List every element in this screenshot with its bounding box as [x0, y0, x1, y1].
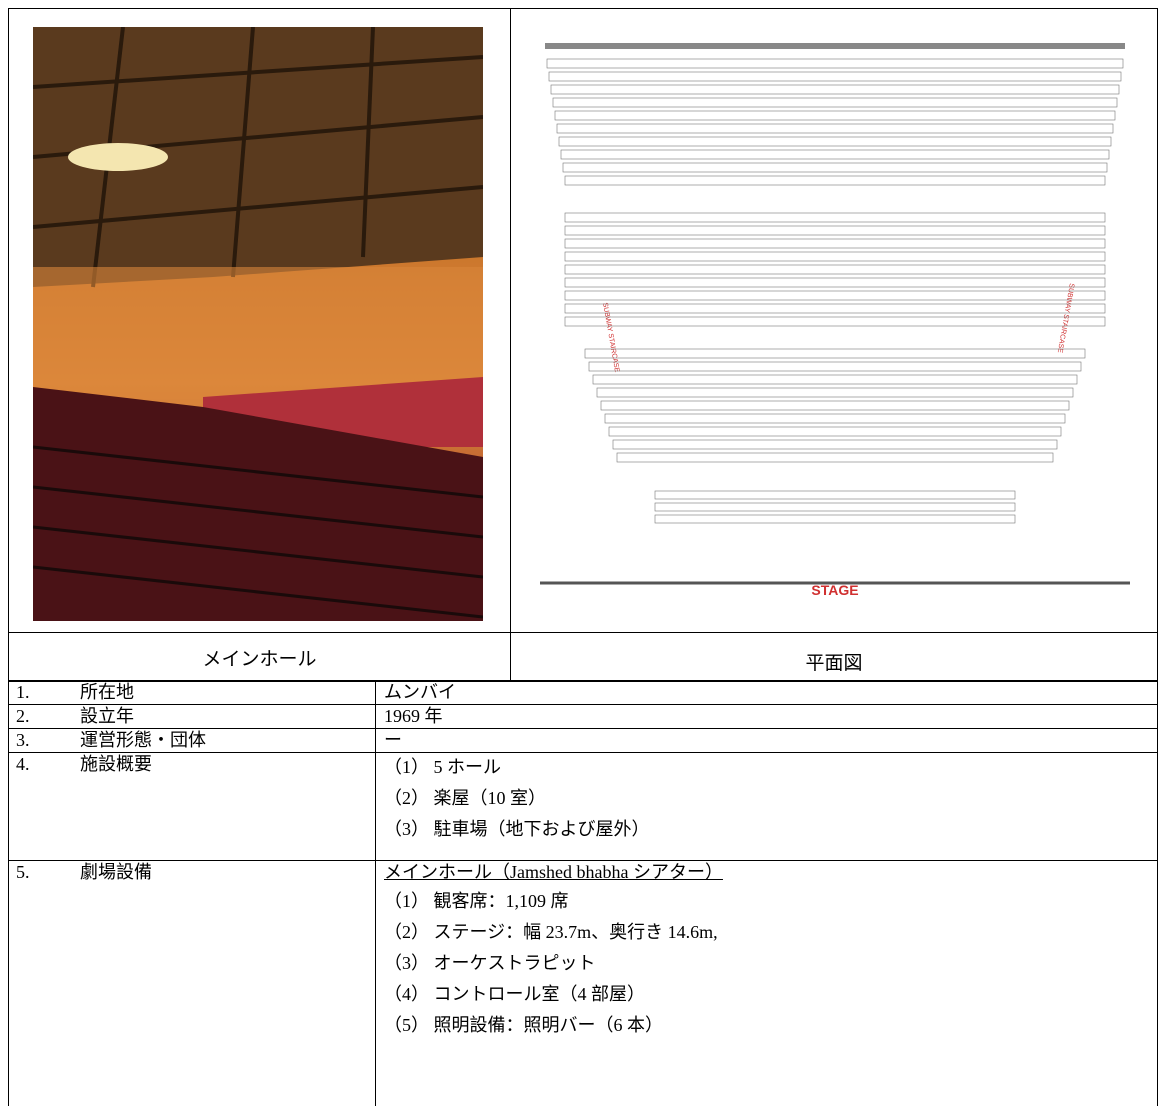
detail-line: （3） オーケストラピット	[384, 953, 596, 973]
seat-row	[592, 374, 1078, 385]
photo-cell	[8, 8, 511, 633]
hall-photo	[33, 27, 483, 621]
table-cell	[8, 680, 376, 705]
seat-row	[550, 84, 1120, 95]
seat-row	[560, 149, 1110, 160]
table-cell	[375, 680, 1158, 705]
row-label: 施設概要	[80, 754, 152, 774]
row-number: 1.	[16, 682, 30, 702]
seat-row	[588, 361, 1082, 372]
row-label: 劇場設備	[80, 862, 152, 882]
section-heading: メインホール（Jamshed bhabha シアター）	[384, 862, 723, 882]
seat-row	[546, 58, 1124, 69]
seat-row	[564, 251, 1106, 262]
detail-line: （2） ステージ：幅 23.7m、奥行き 14.6m,	[384, 922, 718, 942]
row-label: 設立年	[80, 706, 134, 726]
seat-row	[554, 110, 1116, 121]
seat-row	[564, 264, 1106, 275]
stage-label: STAGE	[811, 582, 858, 598]
seat-row	[564, 316, 1106, 327]
detail-line: ムンバイ	[384, 682, 456, 702]
detail-line: （5） 照明設備：照明バー（6 本）	[384, 1015, 663, 1035]
row-number: 5.	[16, 862, 30, 882]
table-cell	[8, 704, 376, 729]
seat-row	[556, 123, 1114, 134]
seat-row	[654, 490, 1016, 500]
detail-line: （1） 5 ホール	[384, 757, 501, 777]
seat-row	[564, 225, 1106, 236]
seat-row	[564, 277, 1106, 288]
detail-line: ー	[384, 730, 402, 750]
row-label: 運営形態・団体	[80, 730, 206, 750]
seat-row	[564, 238, 1106, 249]
detail-line: （1） 観客席：1,109 席	[384, 891, 569, 911]
seat-row	[612, 439, 1058, 450]
plan-cell: STAGE SUBWAY STAIRCASE SUBWAY STAIRCASE	[510, 8, 1158, 633]
row-label: 所在地	[80, 682, 134, 702]
row-number: 2.	[16, 706, 30, 726]
staircase-label: SUBWAY STAIRCASE	[1056, 283, 1075, 354]
table-cell	[375, 704, 1158, 729]
detail-line: 1969 年	[384, 706, 443, 726]
row-number: 3.	[16, 730, 30, 750]
detail-line: （4） コントロール室（4 部屋）	[384, 984, 645, 1004]
detail-line: （3） 駐車場（地下および屋外）	[384, 819, 650, 839]
seat-row	[564, 212, 1106, 223]
seat-row	[604, 413, 1066, 424]
plan-caption: 平面図	[510, 632, 1158, 682]
seat-row	[552, 97, 1118, 108]
photo-caption: メインホール	[8, 632, 511, 682]
table-cell	[8, 752, 376, 861]
seat-row	[562, 162, 1108, 173]
seat-row	[564, 303, 1106, 314]
seat-row	[584, 348, 1086, 359]
table-cell	[8, 860, 376, 1106]
seat-row	[654, 502, 1016, 512]
seat-row	[548, 71, 1122, 82]
table-cell	[375, 728, 1158, 753]
balcony-edge	[545, 43, 1125, 49]
seat-row	[654, 514, 1016, 524]
row-number: 4.	[16, 754, 30, 774]
seat-row	[616, 452, 1054, 463]
seat-row	[608, 426, 1062, 437]
seat-row	[564, 175, 1106, 186]
seat-row	[596, 387, 1074, 398]
seat-row	[558, 136, 1112, 147]
seat-plan: STAGE SUBWAY STAIRCASE SUBWAY STAIRCASE	[540, 43, 1130, 598]
seat-row	[600, 400, 1070, 411]
detail-line: （2） 楽屋（10 室）	[384, 788, 546, 808]
seat-row	[564, 290, 1106, 301]
